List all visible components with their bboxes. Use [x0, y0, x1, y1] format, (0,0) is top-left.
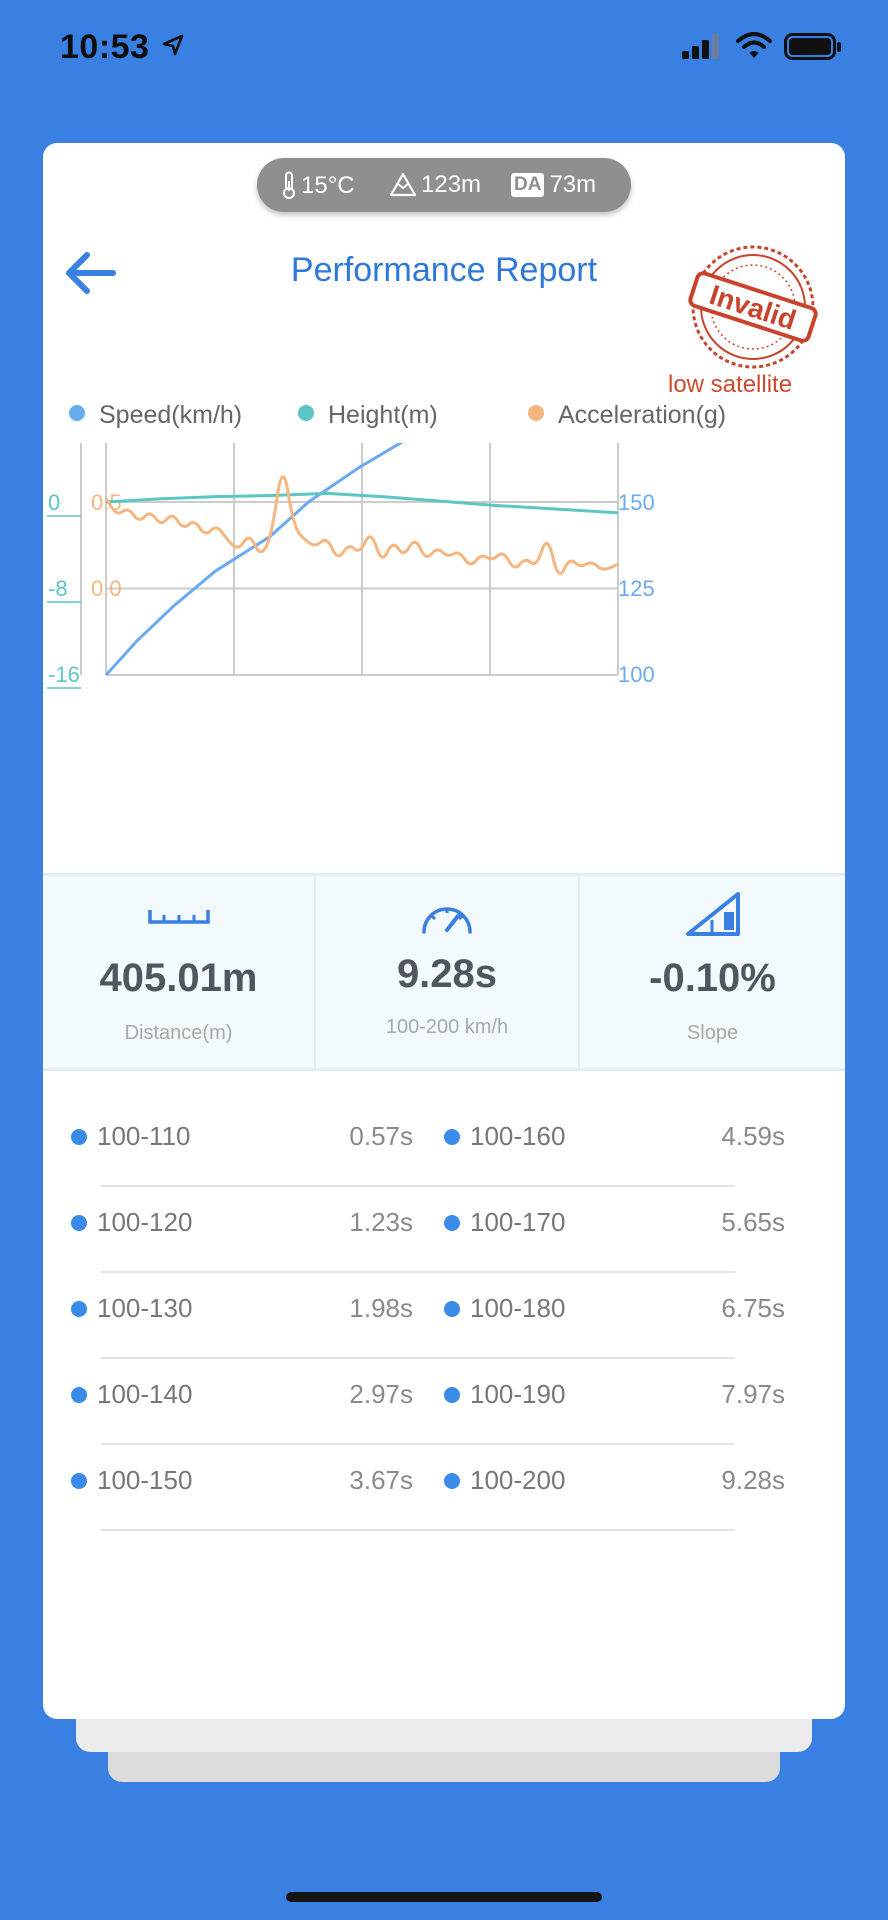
- split-dot: [444, 1215, 460, 1231]
- split-dot: [71, 1129, 87, 1145]
- speed-tick-label: 150: [618, 490, 655, 515]
- split-time: 1.23s: [349, 1207, 413, 1237]
- legend-label-acceleration: Acceleration(g): [558, 401, 727, 429]
- split-row: 100-140 2.97s 100-190 7.97s: [43, 1359, 845, 1445]
- split-dot: [71, 1387, 87, 1403]
- slope-icon: [685, 892, 740, 936]
- performance-chart: 1680-8-161.510.50.0200175150125100: [47, 443, 655, 689]
- split-label: 100-130: [97, 1293, 193, 1323]
- speed-series-line: [104, 443, 404, 677]
- stats-panel: 405.01m Distance(m) 9.28s 100-200 km/h -…: [43, 873, 845, 1071]
- distance-value: 405.01m: [99, 956, 258, 1000]
- stat-slope: -0.10% Slope: [580, 876, 845, 1068]
- altitude-info: 123m: [389, 171, 481, 199]
- split-label: 100-190: [470, 1379, 566, 1409]
- density-altitude-label: DA: [511, 173, 545, 197]
- split-time: 0.57s: [349, 1121, 413, 1151]
- split-label: 100-180: [470, 1293, 566, 1323]
- split-dot: [444, 1301, 460, 1317]
- mountain-icon: [389, 172, 417, 197]
- split-dot: [444, 1129, 460, 1145]
- status-bar: 10:53: [0, 0, 888, 100]
- legend-label-speed: Speed(km/h): [99, 401, 243, 429]
- row-divider: [101, 1185, 735, 1187]
- speed-tick-label: 100: [618, 662, 655, 687]
- invalid-stamp: Invalid: [688, 245, 818, 369]
- density-altitude-value: 73m: [549, 171, 597, 198]
- split-dot: [71, 1215, 87, 1231]
- split-dot: [71, 1473, 87, 1489]
- row-divider: [101, 1443, 735, 1445]
- height-tick-label: -8: [48, 576, 68, 601]
- temperature-info: 15°C: [281, 171, 355, 200]
- legend-height: Height(m): [298, 401, 438, 430]
- wifi-icon: [736, 32, 772, 58]
- speed-tick-label: 125: [618, 576, 655, 601]
- stat-distance: 405.01m Distance(m): [43, 876, 314, 1068]
- stamp-note: low satellite: [668, 371, 793, 398]
- split-time: 6.75s: [721, 1293, 785, 1323]
- split-time: 5.65s: [721, 1207, 785, 1237]
- location-arrow-icon: [162, 34, 184, 56]
- split-label: 100-170: [470, 1207, 566, 1237]
- acceleration-tick-label: 0.0: [91, 576, 122, 601]
- split-dot: [444, 1473, 460, 1489]
- environment-pill: 15°C 123m DA 73m: [257, 158, 631, 212]
- speedometer-icon: [422, 907, 472, 934]
- height-tick-label: -16: [48, 662, 80, 687]
- stat-time: 9.28s 100-200 km/h: [316, 876, 578, 1068]
- distance-label: Distance(m): [124, 1022, 233, 1044]
- density-altitude-info: DA 73m: [511, 171, 596, 199]
- split-dot: [444, 1387, 460, 1403]
- home-indicator: [286, 1892, 602, 1902]
- altitude-value: 123m: [421, 171, 482, 198]
- split-time: 3.67s: [349, 1465, 413, 1495]
- split-label: 100-200: [470, 1465, 566, 1495]
- split-label: 100-150: [97, 1465, 193, 1495]
- split-label: 100-140: [97, 1379, 193, 1409]
- legend-label-height: Height(m): [328, 401, 438, 429]
- back-arrow-icon[interactable]: [61, 245, 121, 301]
- legend-dot-speed: [69, 405, 85, 421]
- split-label: 100-160: [470, 1121, 566, 1151]
- row-divider: [101, 1271, 735, 1273]
- stats-divider: [314, 876, 316, 1068]
- height-tick-label: 0: [48, 490, 60, 515]
- split-label: 100-110: [97, 1121, 191, 1151]
- split-row: 100-120 1.23s 100-170 5.65s: [43, 1187, 845, 1273]
- status-time: 10:53: [60, 28, 150, 66]
- split-time: 2.97s: [349, 1379, 413, 1409]
- split-time: 7.97s: [721, 1379, 785, 1409]
- page-title: Performance Report: [290, 251, 598, 289]
- stats-divider: [578, 876, 580, 1068]
- split-time: 4.59s: [721, 1121, 785, 1151]
- row-divider: [101, 1529, 735, 1531]
- battery-icon: [784, 33, 841, 60]
- legend-dot-height: [298, 405, 314, 421]
- legend-acceleration: Acceleration(g): [528, 401, 726, 430]
- split-time: 1.98s: [349, 1293, 413, 1323]
- thermometer-icon: [283, 171, 295, 199]
- cellular-signal-icon: [682, 34, 719, 59]
- temperature-value: 15°C: [301, 172, 355, 199]
- time-label: 100-200 km/h: [385, 1016, 509, 1038]
- acceleration-series-line: [104, 475, 619, 575]
- legend-dot-acceleration: [528, 405, 544, 421]
- split-time: 9.28s: [721, 1465, 785, 1495]
- ruler-icon: [147, 910, 210, 924]
- split-row: 100-110 0.57s 100-160 4.59s: [43, 1101, 845, 1187]
- split-row: 100-150 3.67s 100-200 9.28s: [43, 1445, 845, 1531]
- time-value: 9.28s: [396, 952, 498, 996]
- split-dot: [71, 1301, 87, 1317]
- row-divider: [101, 1357, 735, 1359]
- slope-value: -0.10%: [649, 956, 776, 1000]
- height-series-line: [105, 491, 619, 515]
- slope-label: Slope: [686, 1022, 739, 1044]
- legend-speed: Speed(km/h): [69, 401, 242, 430]
- split-label: 100-120: [97, 1207, 193, 1237]
- split-row: 100-130 1.98s 100-180 6.75s: [43, 1273, 845, 1359]
- report-card: 15°C 123m DA 73m Performance Report Inval…: [43, 143, 845, 1719]
